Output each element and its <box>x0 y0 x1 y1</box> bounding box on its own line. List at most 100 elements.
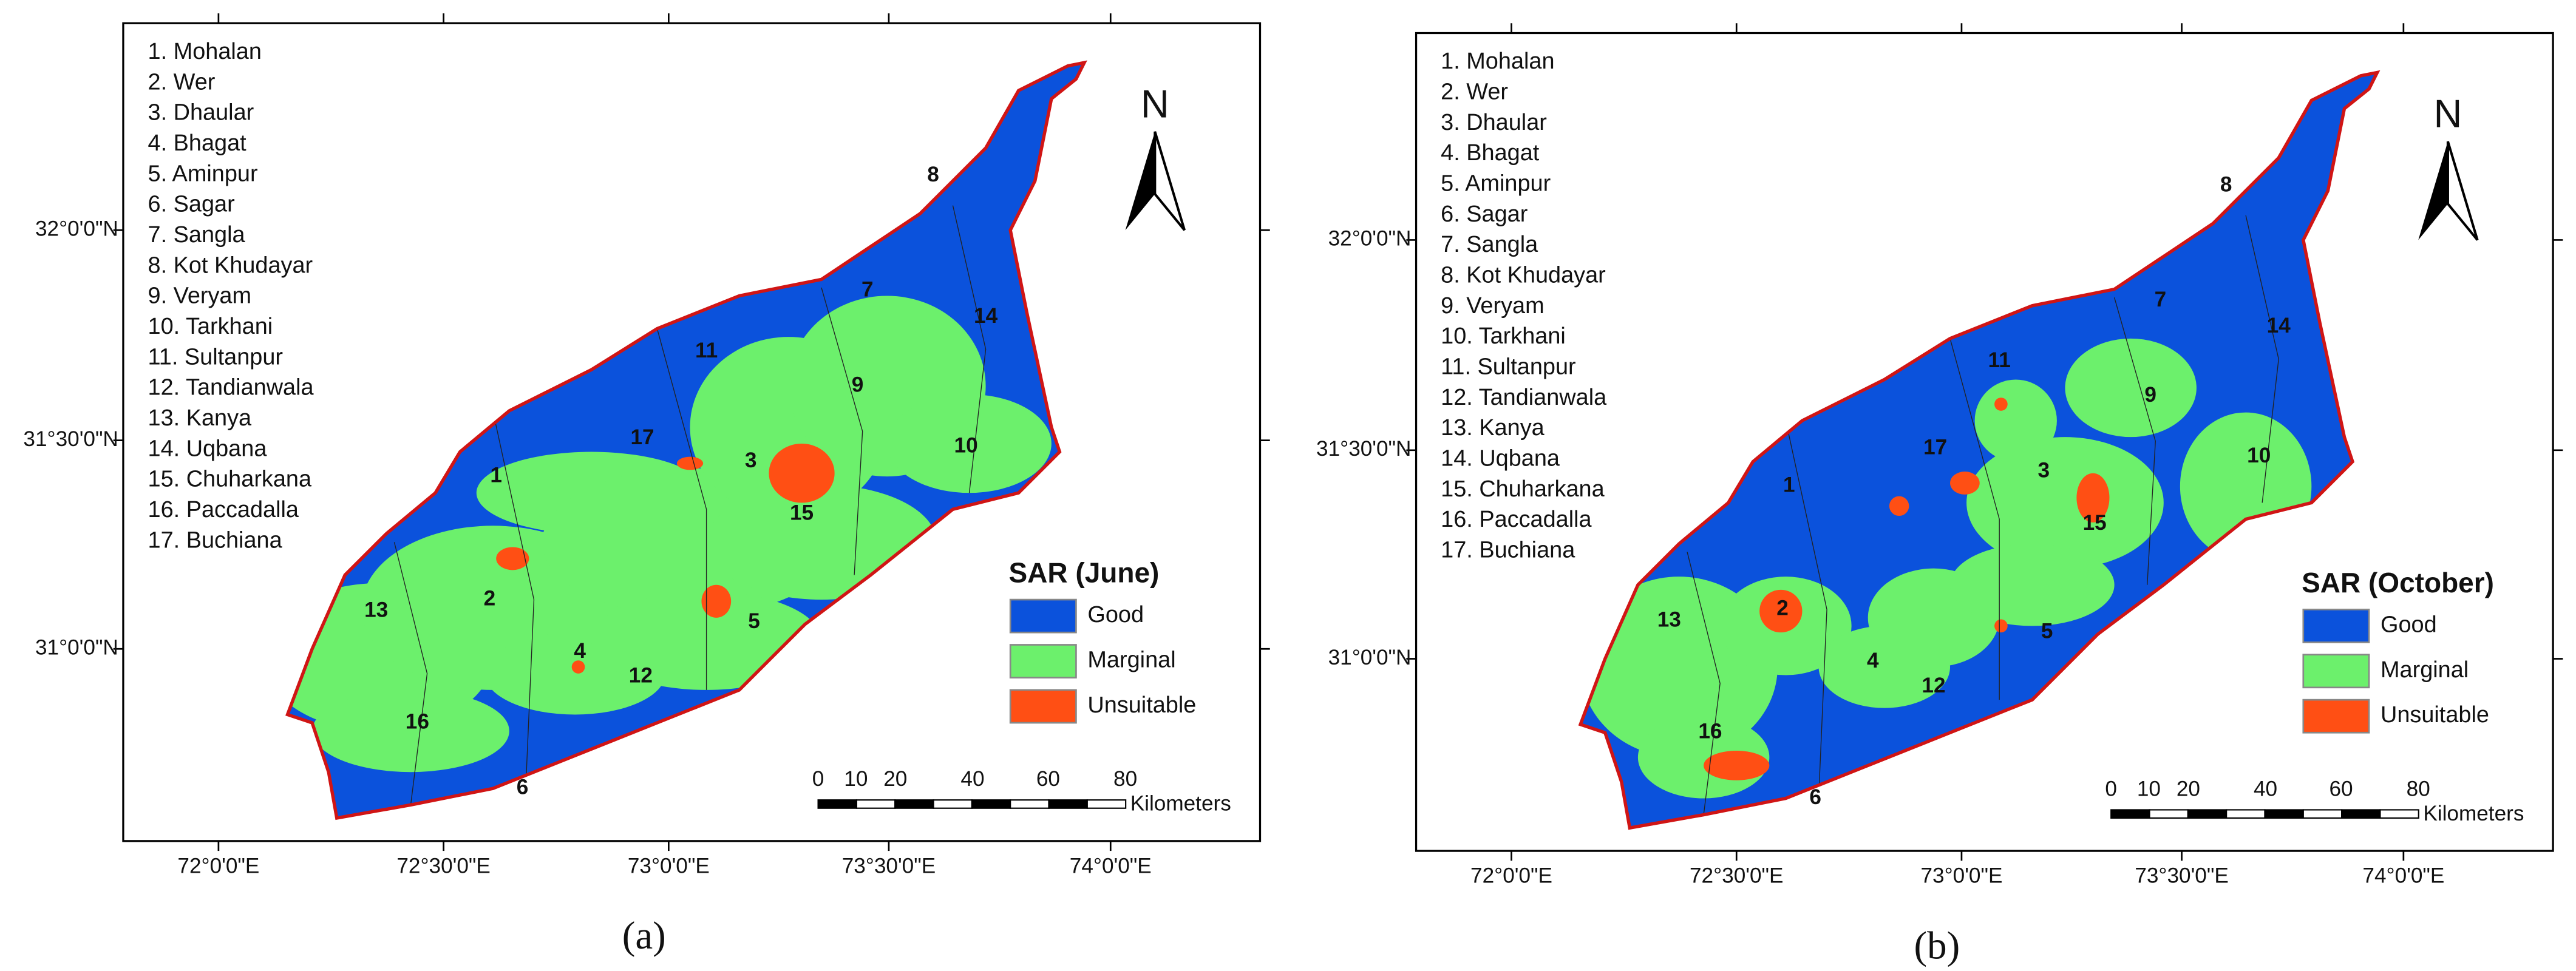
lat-label: 31°30'0"N <box>1316 437 1411 461</box>
marginal-area <box>1974 379 2057 462</box>
district-number: 13 <box>1657 608 1681 632</box>
scale-tick: 10 <box>844 767 868 791</box>
district-list-item: 2. Wer <box>1441 80 1508 105</box>
scale-segment <box>817 799 857 809</box>
district-list-item: 17. Buchiana <box>1441 538 1575 563</box>
district-list-item: 4. Bhagat <box>1441 140 1540 166</box>
district-list-item: 12. Tandianwala <box>148 375 314 401</box>
legend-label: Marginal <box>2381 657 2469 683</box>
north-arrow <box>2446 141 2479 241</box>
map-panel: 72°0'0"E 72°30'0"E 73°0'0"E 73°30'0"E 74°0'0… <box>1316 23 2563 967</box>
district-number: 11 <box>1988 348 2011 372</box>
scale-segment <box>2379 809 2419 819</box>
marginal-area <box>887 394 1052 493</box>
district-list-item: 6. Sagar <box>148 192 235 217</box>
legend-swatch <box>1009 644 1077 678</box>
district-list-item: 14. Uqbana <box>148 436 268 461</box>
district-boundary <box>2113 297 2156 585</box>
scale-segment <box>2187 809 2228 819</box>
district-boundary <box>492 410 535 789</box>
district-number: 5 <box>748 609 760 633</box>
scale-segment <box>1086 799 1127 809</box>
unsuitable-area <box>1889 496 1909 516</box>
lon-label: 72°30'0"E <box>1690 864 1783 888</box>
district-list-item: 13. Kanya <box>148 405 253 431</box>
district-list-item: 1. Mohalan <box>1441 49 1554 74</box>
district-list-item: 5. Aminpur <box>1441 171 1551 197</box>
district-list-item: 5. Aminpur <box>148 161 258 186</box>
legend-swatch <box>1009 598 1077 634</box>
district-number: 1 <box>1783 473 1795 497</box>
legend-swatch <box>2302 699 2370 734</box>
district-boundary <box>1949 338 2000 700</box>
scale-segment <box>855 799 896 809</box>
sar-map <box>1580 72 2377 828</box>
scale-tick: 40 <box>960 767 984 791</box>
district-list-item: 11. Sultanpur <box>148 344 284 370</box>
map-frame <box>1415 32 2554 852</box>
scale-tick: 0 <box>812 767 824 791</box>
marginal-area <box>1818 626 1951 708</box>
district-boundary <box>393 542 428 805</box>
district-number: 6 <box>1809 785 1821 809</box>
study-area-outline <box>285 60 1087 820</box>
north-arrow <box>1154 131 1186 231</box>
north-arrow <box>2418 141 2448 240</box>
district-boundary <box>2245 215 2279 503</box>
district-list-item: 3. Dhaular <box>148 100 254 126</box>
district-boundary <box>952 205 987 493</box>
unsuitable-area <box>701 584 732 618</box>
lon-label: 73°0'0"E <box>1920 864 2002 888</box>
scale-segment <box>2110 809 2150 819</box>
legend-label: Unsuitable <box>1087 692 1196 718</box>
district-list-item: 8. Kot Khudayar <box>148 252 313 278</box>
district-number: 11 <box>695 339 718 362</box>
district-boundary <box>821 287 863 575</box>
north-label: N <box>1141 81 1169 126</box>
district-number: 3 <box>2037 458 2050 482</box>
district-number: 12 <box>1922 674 1945 697</box>
lon-label: 74°0'0"E <box>2362 864 2444 888</box>
marginal-area <box>312 689 509 773</box>
district-boundary <box>1785 420 1827 799</box>
district-number: 2 <box>1776 597 1789 620</box>
scale-tick: 80 <box>1113 767 1137 791</box>
district-number: 7 <box>2155 288 2167 311</box>
district-number: 8 <box>2220 172 2232 196</box>
district-number: 15 <box>2083 511 2107 535</box>
scale-segment <box>2264 809 2304 819</box>
district-number: 17 <box>630 425 654 449</box>
scale-segment <box>2149 809 2189 819</box>
district-number: 16 <box>1698 720 1722 743</box>
scale-tick: 60 <box>2329 777 2353 800</box>
district-list-item: 14. Uqbana <box>1441 446 1560 472</box>
scale-unit: Kilometers <box>1130 792 1231 816</box>
district-number: 4 <box>1867 649 1879 672</box>
scale-segment <box>2341 809 2381 819</box>
north-label: N <box>2433 92 2462 136</box>
legend-label: Good <box>2381 612 2437 637</box>
lon-label: 73°30'0"E <box>842 854 936 878</box>
lon-label: 74°0'0"E <box>1070 854 1152 878</box>
scale-tick: 10 <box>2137 777 2161 800</box>
district-list-item: 16. Paccadalla <box>148 497 299 523</box>
district-list-item: 15. Chuharkana <box>1441 476 1605 502</box>
scale-tick: 20 <box>883 767 907 791</box>
legend-swatch <box>1009 689 1077 724</box>
district-number: 6 <box>517 776 529 799</box>
lat-label: 32°0'0"N <box>35 217 118 241</box>
district-number: 7 <box>861 278 874 302</box>
lat-label: 31°0'0"N <box>35 636 118 660</box>
study-area-outline <box>1578 70 2381 830</box>
unsuitable-area <box>496 547 529 570</box>
district-boundary <box>656 328 707 690</box>
lon-label: 72°0'0"E <box>177 854 259 878</box>
unsuitable-area <box>1704 751 1770 780</box>
scale-segment <box>2226 809 2266 819</box>
scale-segment <box>894 799 934 809</box>
legend-title: SAR (June) <box>1008 557 1159 589</box>
scale-segment <box>2302 809 2343 819</box>
lat-label: 31°30'0"N <box>23 427 118 451</box>
lon-label: 72°0'0"E <box>1470 864 1552 888</box>
